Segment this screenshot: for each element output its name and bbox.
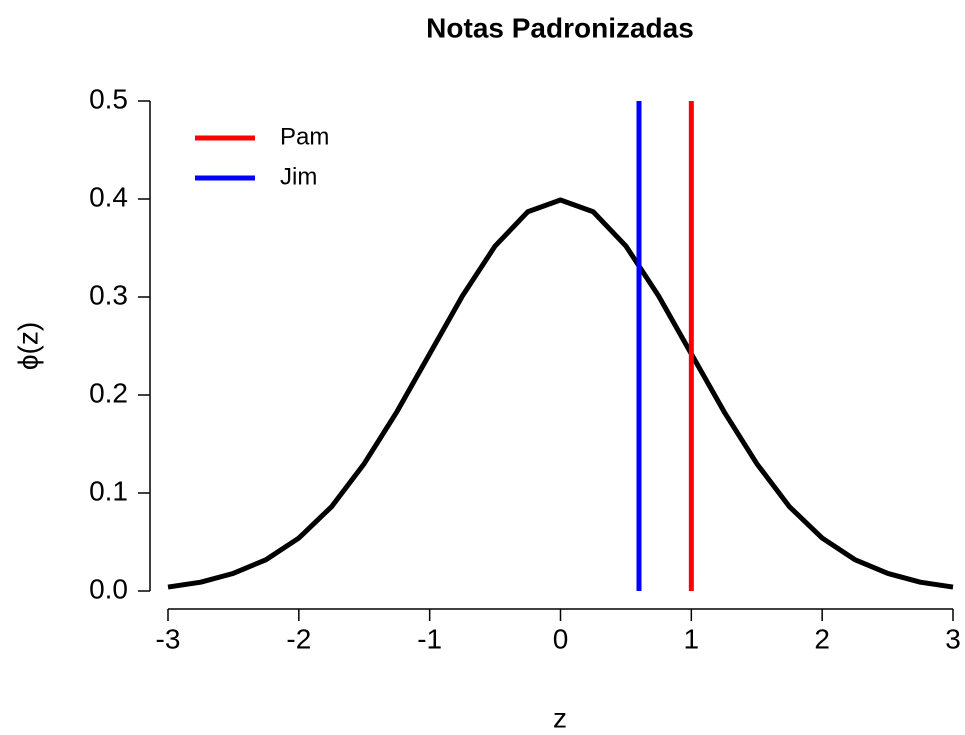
y-tick-label: 0.5 (89, 83, 128, 114)
x-tick-label: -3 (156, 623, 181, 654)
y-tick-label: 0.3 (89, 279, 128, 310)
x-tick-label: 2 (814, 623, 830, 654)
x-tick-label: -1 (417, 623, 442, 654)
y-tick-label: 0.2 (89, 377, 128, 408)
y-axis-label: ϕ(z) (12, 322, 43, 370)
x-tick-label: 3 (945, 623, 961, 654)
y-tick-label: 0.0 (89, 573, 128, 604)
y-tick-label: 0.1 (89, 475, 128, 506)
density-curve (167, 197, 954, 590)
x-tick-label: -2 (286, 623, 311, 654)
legend-label: Jim (280, 163, 317, 190)
y-tick-label: 0.4 (89, 181, 128, 212)
chart-title: Notas Padronizadas (426, 12, 694, 43)
x-tick-label: 0 (553, 623, 569, 654)
x-axis-label: z (553, 702, 567, 733)
legend-label: Pam (280, 123, 329, 150)
x-tick-label: 1 (684, 623, 700, 654)
